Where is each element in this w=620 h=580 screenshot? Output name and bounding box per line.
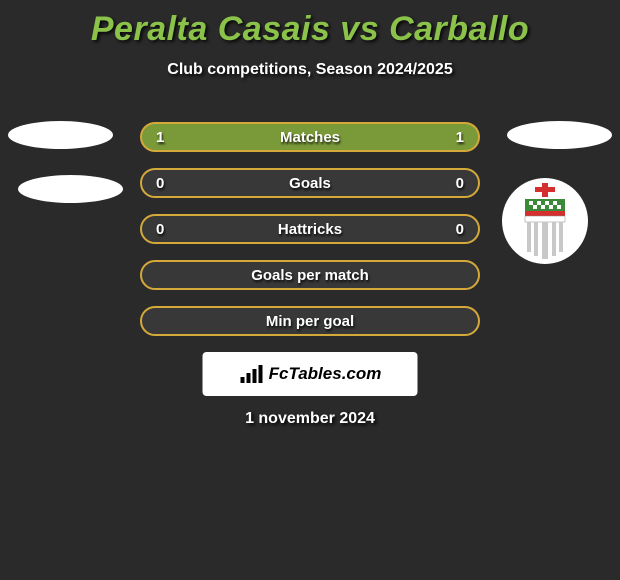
stat-row-goals: 0 Goals 0 xyxy=(140,168,480,198)
stat-right-value: 1 xyxy=(456,129,464,146)
stat-row-gpm: Goals per match xyxy=(140,260,480,290)
club-badge xyxy=(502,178,588,264)
page-subtitle: Club competitions, Season 2024/2025 xyxy=(0,61,620,79)
stat-left-value: 0 xyxy=(156,175,164,192)
branding-box: FcTables.com xyxy=(203,352,418,396)
stats-container: 1 Matches 1 0 Goals 0 0 Hattricks 0 Goal… xyxy=(140,122,480,352)
club-crest-icon xyxy=(515,183,575,259)
stat-label: Matches xyxy=(280,129,340,146)
stat-row-matches: 1 Matches 1 xyxy=(140,122,480,152)
player2-avatar-placeholder xyxy=(507,121,612,149)
stat-label: Min per goal xyxy=(266,313,354,330)
player1-avatar-placeholder-1 xyxy=(8,121,113,149)
stat-left-value: 1 xyxy=(156,129,164,146)
stat-label: Goals per match xyxy=(251,267,369,284)
date-text: 1 november 2024 xyxy=(0,410,620,428)
stat-right-value: 0 xyxy=(456,221,464,238)
stat-left-value: 0 xyxy=(156,221,164,238)
branding-text: FcTables.com xyxy=(269,364,382,384)
stat-right-value: 0 xyxy=(456,175,464,192)
page-title: Peralta Casais vs Carballo xyxy=(0,0,620,49)
stat-row-mpg: Min per goal xyxy=(140,306,480,336)
stat-label: Goals xyxy=(289,175,331,192)
stat-label: Hattricks xyxy=(278,221,342,238)
stat-row-hattricks: 0 Hattricks 0 xyxy=(140,214,480,244)
branding-chart-icon xyxy=(239,363,265,385)
player1-avatar-placeholder-2 xyxy=(18,175,123,203)
